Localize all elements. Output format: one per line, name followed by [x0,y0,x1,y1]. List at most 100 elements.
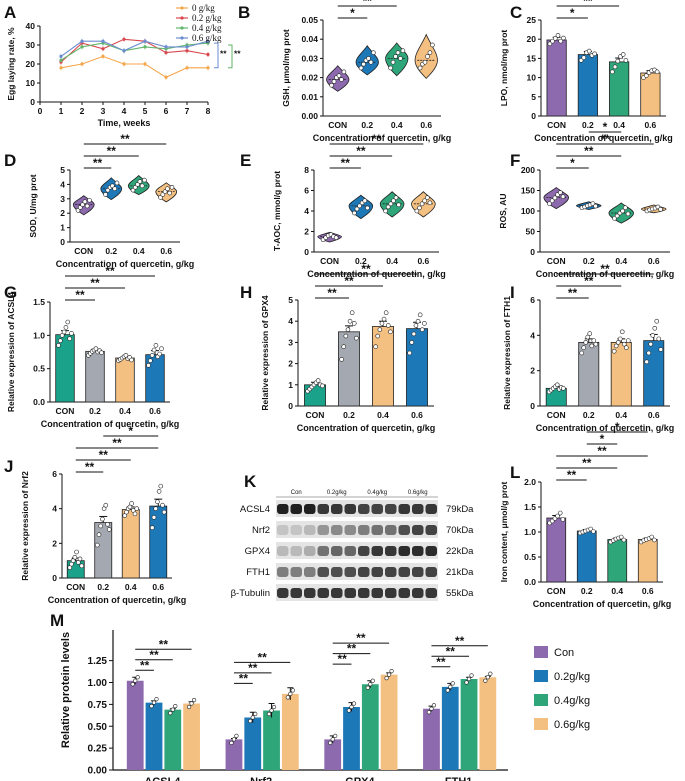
data-point [388,65,393,71]
bar [263,710,280,770]
data-point [617,336,623,342]
data-point [130,682,135,687]
data-point [448,684,453,689]
x-tick-label: 0 [38,106,43,116]
y-tick-label: 3 [60,194,65,204]
data-point [552,36,558,41]
x-tick-label: 0.6 [160,246,172,256]
data-point [366,56,371,61]
data-point [96,532,102,537]
bar [577,54,598,117]
blot-band [317,546,329,556]
x-tick-label: 0.4 [125,582,137,592]
data-point [349,704,354,710]
x-tick-label: 0.6 [644,120,656,130]
x-tick-label: 0.4 [119,406,131,416]
y-tick-label: 1.5 [33,297,45,307]
data-point [149,704,154,709]
legend-marker [180,16,184,20]
data-point [469,673,474,678]
data-point [585,334,591,340]
significance-label: * [600,432,605,446]
data-point [450,681,455,686]
y-tick-label: 20 [527,34,537,44]
data-point [266,711,272,717]
y-axis-title: ROS, AU [498,193,508,228]
bar [441,686,459,770]
chart-panel-i: 0 2 4 6 Relative expression of FTH1 CON 0.2 0.4… [502,262,674,433]
y-axis-title: Iron content, μmol/g prot [499,482,509,583]
data-point [114,180,120,186]
legend-label: 0.2g/kg [554,671,590,683]
data-point [82,199,88,204]
significance-label: ** [597,444,607,458]
significance-label: ** [90,276,100,290]
significance-label: ** [600,262,610,276]
y-tick-label: 150 [521,186,535,196]
x-tick-label: 8 [206,106,211,116]
protein-name: ACSL4 [240,504,270,515]
blot-band [290,525,302,535]
data-point [132,511,138,517]
data-point [333,235,339,240]
y-tick-label: 1.25 [88,656,108,667]
data-point [389,669,394,674]
x-tick-label: 3 [101,106,106,116]
bar [281,693,299,770]
significance-label: ** [85,460,95,474]
data-point [357,203,362,209]
x-tick-label: 4 [122,106,127,116]
y-tick-label: 0.00 [88,766,108,777]
blot-band [358,525,370,535]
bar [324,739,342,770]
bar [121,509,140,579]
data-point [129,357,134,363]
significance-label: ** [120,132,130,146]
blot-band [331,546,343,556]
blot-band [398,525,410,535]
y-tick-label: 3 [288,337,293,347]
data-point [383,208,388,214]
data-point [349,310,355,316]
blot-band [304,567,316,577]
data-point [129,501,134,506]
data-point [649,534,655,540]
y-axis-title: SOD, U/mg prot [28,174,38,237]
significance-label: ** [436,655,446,669]
panel-label-l: L [510,463,520,482]
y-tick-label: 30 [26,40,36,50]
blot-band [290,588,302,598]
significance-label: ** [149,648,159,662]
significance-label: ** [568,286,578,300]
chart-panel-c: 0 5 10 15 20 25 LPO, nmol/mg prot CON 0.2 0.4 0.6 C… [499,0,673,143]
y-tick-label: 2 [60,208,65,218]
legend-label: 0.4g/kg [554,695,590,707]
bar [115,357,135,403]
bar [406,328,428,407]
x-tick-label: 0.4 [391,120,403,130]
data-point [620,52,626,57]
y-tick-label: 4 [530,330,535,340]
significance-label: ** [99,448,109,462]
data-point [146,363,151,368]
blot-band [385,504,397,514]
data-point [151,700,157,705]
significance-label: ** [582,456,592,470]
data-point [593,341,599,347]
blot-band [290,567,302,577]
y-tick-label: 20 [26,59,36,69]
panel-label-g: G [4,283,17,302]
bar [380,674,398,770]
data-point [488,671,493,676]
data-point [652,537,657,543]
y-tick-label: 0.5 [524,552,536,562]
y-tick-label: 10 [26,78,36,88]
data-point [339,77,344,82]
bar [637,539,658,583]
data-point [229,740,234,745]
data-point [351,701,357,706]
data-point [561,386,566,391]
data-point [390,59,396,65]
x-tick-label: CON [328,120,347,130]
blot-band [371,588,383,598]
